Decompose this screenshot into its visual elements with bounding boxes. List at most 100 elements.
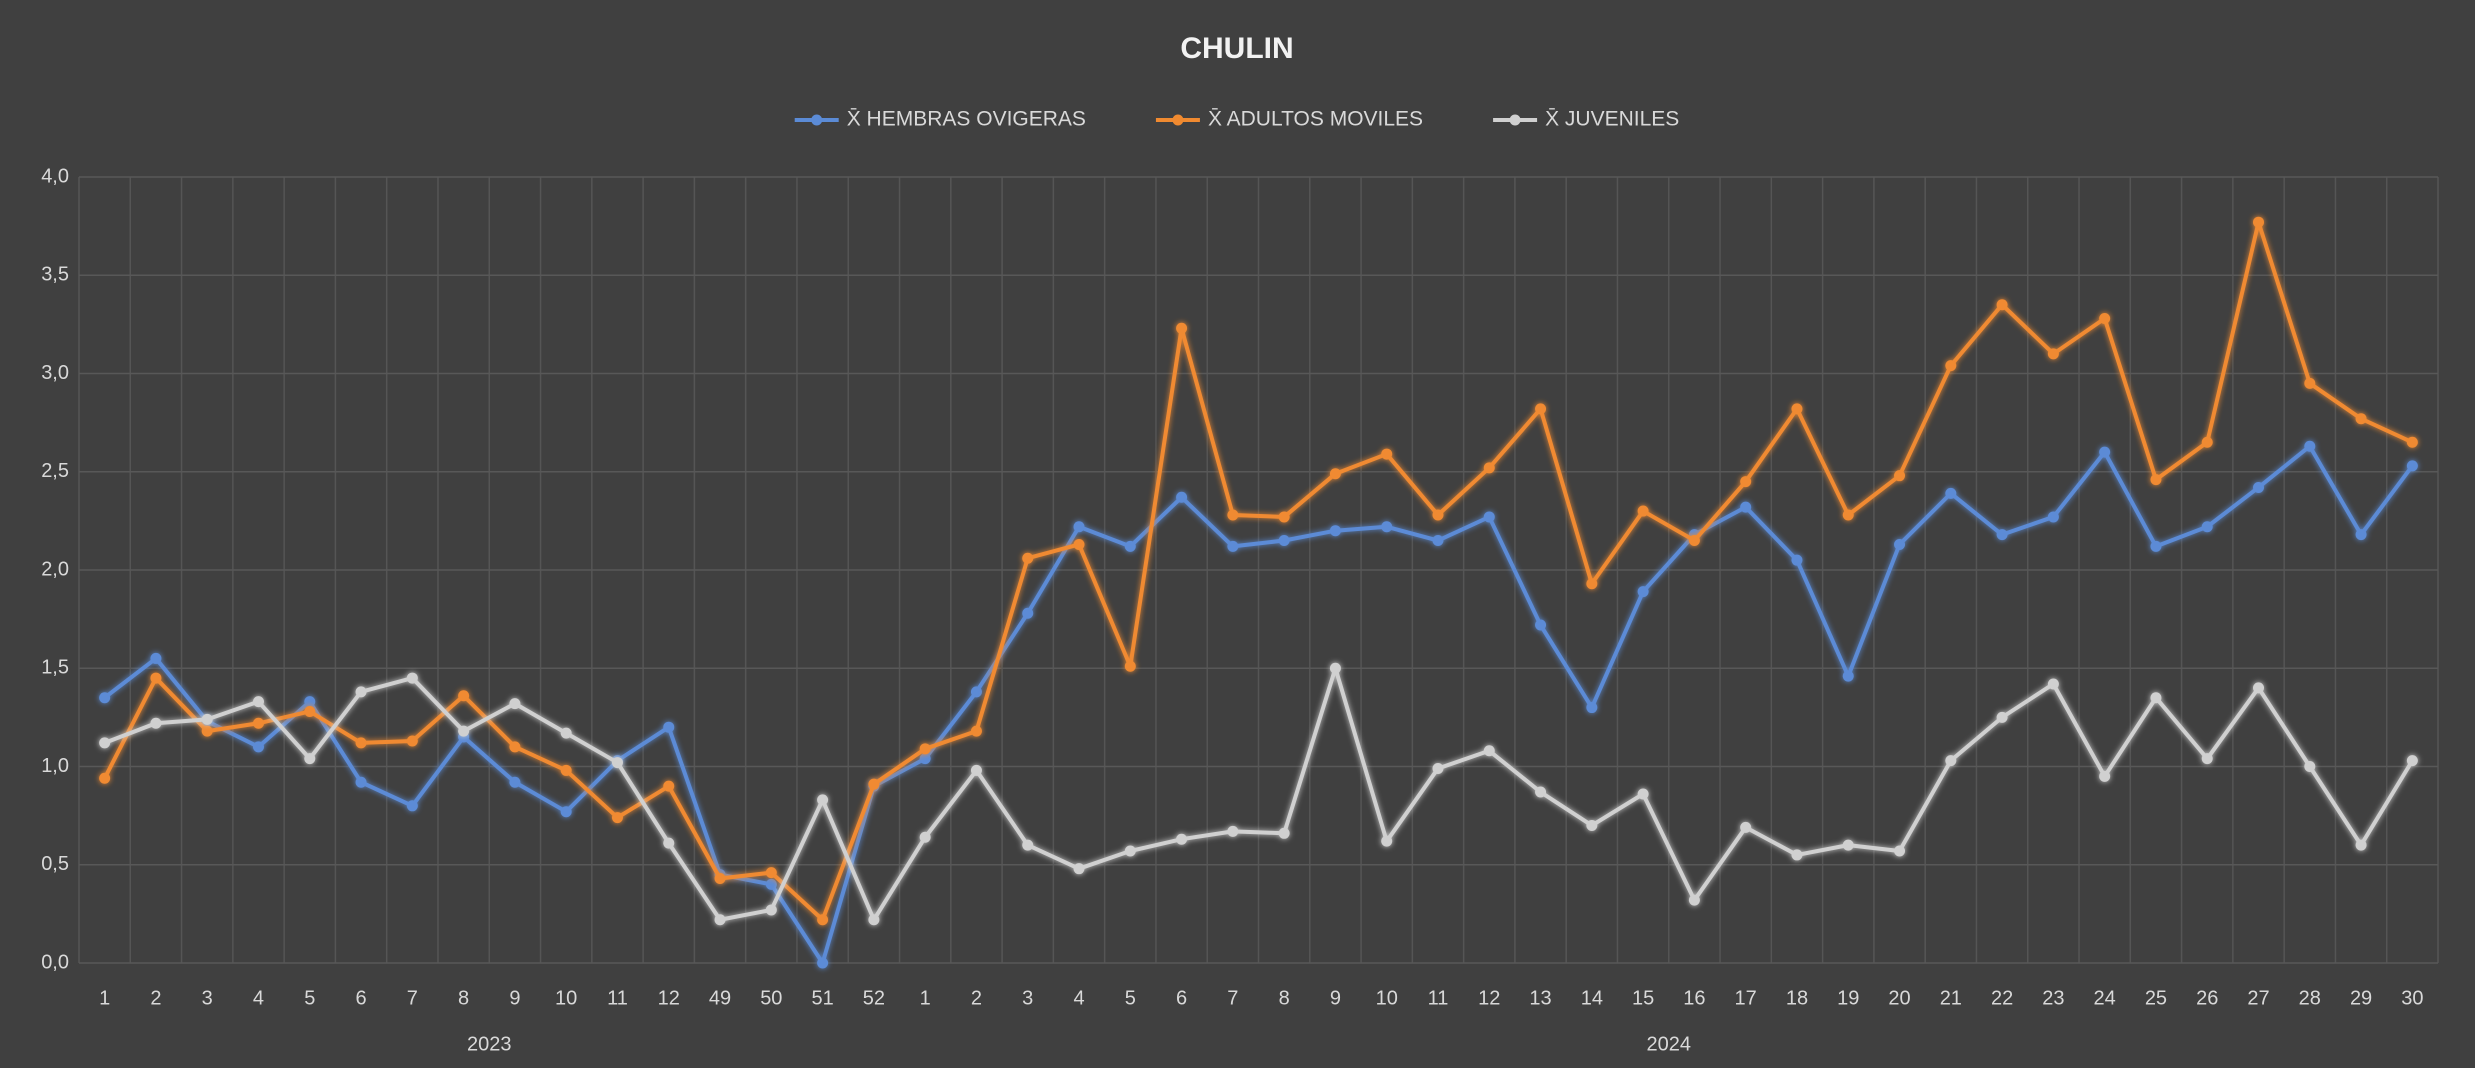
x-tick-label: 3 (202, 987, 213, 1009)
marker (970, 686, 982, 698)
x-tick-label: 27 (2247, 987, 2269, 1009)
marker (1945, 360, 1957, 372)
line (103, 444, 2414, 965)
marker (1535, 786, 1547, 798)
marker (406, 672, 418, 684)
marker (2253, 481, 2265, 493)
x-tick-label: 9 (1330, 987, 1341, 1009)
x-tick-label: 7 (407, 987, 418, 1009)
marker (1176, 833, 1188, 845)
x-tick-label: 25 (2145, 987, 2167, 1009)
marker (1329, 525, 1341, 537)
marker (1432, 762, 1444, 774)
marker (714, 873, 726, 885)
marker (1740, 501, 1752, 513)
marker (560, 806, 572, 818)
marker (99, 772, 111, 784)
marker (1637, 788, 1649, 800)
x-tick-label: 24 (2094, 987, 2116, 1009)
series (99, 662, 2418, 926)
y-tick-label: 3,5 (41, 264, 69, 286)
x-tick-label: 2 (971, 987, 982, 1009)
x-tick-label: 30 (2401, 987, 2423, 1009)
y-tick-label: 0,0 (41, 951, 69, 973)
marker (919, 831, 931, 843)
line (102, 220, 2414, 922)
marker (970, 764, 982, 776)
legend-label: X̄ JUVENILES (1545, 107, 1679, 130)
marker (1842, 509, 1854, 521)
marker (150, 672, 162, 684)
x-tick-label: 17 (1735, 987, 1757, 1009)
marker (99, 692, 111, 704)
marker (560, 727, 572, 739)
marker (1381, 521, 1393, 533)
x-tick-label: 7 (1227, 987, 1238, 1009)
y-tick-label: 2,5 (41, 460, 69, 482)
marker (1535, 403, 1547, 415)
x-tick-label: 28 (2299, 987, 2321, 1009)
marker (1227, 509, 1239, 521)
marker (406, 735, 418, 747)
marker (1022, 839, 1034, 851)
y-tick-label: 3,0 (41, 362, 69, 384)
marker (2201, 436, 2213, 448)
marker (1483, 462, 1495, 474)
marker (919, 743, 931, 755)
marker (458, 690, 470, 702)
marker (1945, 755, 1957, 767)
marker (1996, 529, 2008, 541)
marker (765, 867, 777, 879)
marker (1842, 670, 1854, 682)
marker (1483, 511, 1495, 523)
marker (509, 698, 521, 710)
marker (663, 837, 675, 849)
marker (252, 741, 264, 753)
marker (2201, 753, 2213, 765)
marker (1022, 552, 1034, 564)
marker (2406, 460, 2418, 472)
x-group-label: 2024 (1647, 1033, 1692, 1055)
marker (1688, 894, 1700, 906)
marker (2150, 692, 2162, 704)
marker (2304, 377, 2316, 389)
marker (2406, 755, 2418, 767)
marker (201, 713, 213, 725)
marker (1073, 538, 1085, 550)
chart-title: CHULIN (1180, 32, 1293, 65)
marker (1791, 849, 1803, 861)
x-tick-label: 4 (1073, 987, 1084, 1009)
marker (458, 725, 470, 737)
marker (1996, 299, 2008, 311)
legend-marker (1172, 114, 1184, 126)
marker (1996, 711, 2008, 723)
x-tick-label: 6 (355, 987, 366, 1009)
x-group-label: 2023 (467, 1033, 512, 1055)
marker (1586, 578, 1598, 590)
legend-label: X̄ HEMBRAS OVIGERAS (847, 107, 1086, 130)
x-tick-label: 26 (2196, 987, 2218, 1009)
marker (1637, 586, 1649, 598)
marker (1124, 540, 1136, 552)
marker (919, 753, 931, 765)
marker (2355, 839, 2367, 851)
x-tick-label: 6 (1176, 987, 1187, 1009)
marker (201, 725, 213, 737)
marker (663, 721, 675, 733)
marker (1945, 487, 1957, 499)
marker (2355, 529, 2367, 541)
x-tick-label: 12 (658, 987, 680, 1009)
marker (663, 780, 675, 792)
x-tick-label: 10 (555, 987, 577, 1009)
marker (509, 776, 521, 788)
marker (509, 741, 521, 753)
marker (1432, 509, 1444, 521)
marker (765, 904, 777, 916)
marker (1022, 607, 1034, 619)
x-tick-label: 2 (150, 987, 161, 1009)
marker (2099, 312, 2111, 324)
marker (817, 794, 829, 806)
marker (1894, 538, 1906, 550)
marker (304, 696, 316, 708)
